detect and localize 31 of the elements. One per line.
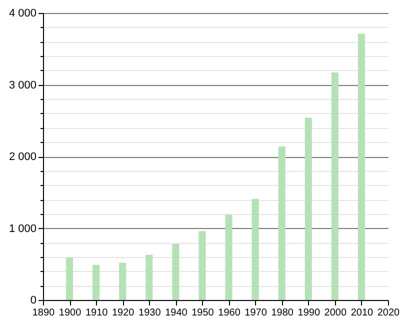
x-tick-label: 1890 — [32, 308, 56, 318]
y-tick-label: 4 000 — [8, 8, 36, 20]
x-tick-label: 1990 — [298, 308, 320, 318]
x-tick-label: 1920 — [112, 308, 135, 318]
bar — [119, 262, 126, 300]
bar — [198, 231, 206, 300]
x-tick-label: 2000 — [324, 308, 347, 318]
bar — [66, 258, 74, 300]
y-tick-label: 1 000 — [8, 222, 36, 235]
bar — [331, 72, 338, 300]
y-tick-label: 0 — [30, 294, 36, 306]
bar — [252, 198, 259, 300]
y-tick-label: 3 000 — [8, 79, 36, 92]
x-tick-label: 1900 — [58, 308, 82, 318]
x-tick-label: 1910 — [85, 308, 108, 318]
bar — [92, 264, 100, 300]
x-tick-label: 1960 — [218, 308, 241, 318]
x-tick-label: 2020 — [377, 308, 400, 318]
x-tick-label: 1980 — [271, 308, 294, 318]
bar — [172, 244, 180, 300]
bar — [225, 214, 232, 300]
bar — [358, 34, 365, 300]
x-tick-label: 1950 — [192, 308, 214, 318]
bar — [304, 118, 312, 300]
bar — [278, 146, 286, 300]
bar — [146, 254, 153, 300]
x-tick-label: 2010 — [350, 308, 374, 318]
x-tick-label: 1930 — [138, 308, 162, 318]
y-tick-label: 2 000 — [8, 151, 36, 163]
x-tick-label: 1940 — [165, 308, 188, 318]
x-tick-label: 1970 — [244, 308, 268, 318]
